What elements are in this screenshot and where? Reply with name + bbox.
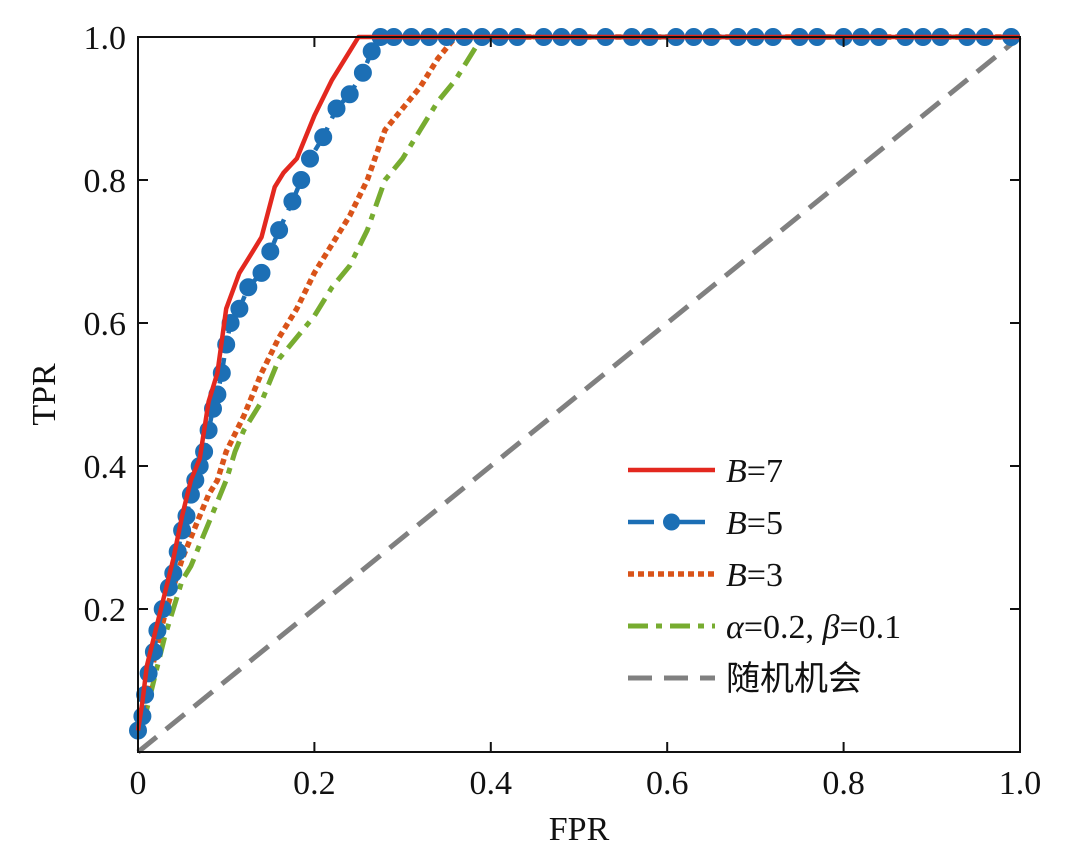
x-tick-label: 0.4: [470, 765, 513, 802]
series-marker-1-28: [292, 171, 311, 189]
y-axis: 0.2 0.4 0.6 0.8 1.0: [84, 20, 1020, 629]
series-marker-1-33: [353, 63, 372, 82]
x-tick-label: 0.2: [293, 765, 336, 802]
series-marker-1-25: [261, 242, 280, 261]
series-marker-1-34: [362, 42, 381, 61]
legend-label-4: 随机机会: [726, 660, 862, 698]
series-marker-1-30: [314, 128, 333, 147]
x-tick-label: 1.0: [999, 765, 1042, 802]
x-tick-label: 0: [130, 765, 147, 802]
x-tick-label: 0.6: [646, 765, 689, 802]
legend-label-2: B=3: [726, 557, 783, 594]
y-tick-label: 1.0: [84, 20, 127, 57]
x-axis-title: FPR: [549, 811, 610, 848]
legend: B=7 B=5 B=3 α=0.2, β=0.1 随机机会: [628, 453, 901, 698]
y-tick-label: 0.6: [84, 306, 127, 343]
series-marker-1-24: [252, 263, 271, 282]
y-tick-label: 0.2: [84, 592, 127, 629]
x-tick-label: 0.8: [822, 765, 865, 802]
legend-label-3: α=0.2, β=0.1: [726, 609, 901, 646]
series-marker-1-27: [283, 192, 302, 211]
legend-label-0: B=7: [726, 453, 783, 490]
x-axis: 0 0.2 0.4 0.6 0.8 1.0: [130, 37, 1042, 802]
series-marker-1-22: [230, 299, 249, 318]
series-line-4: [136, 35, 1022, 754]
plot-frame: [137, 36, 1021, 753]
series-marker-1-31: [327, 99, 346, 118]
series-marker-1-32: [340, 85, 359, 104]
series-line-3: [135, 34, 1020, 739]
y-axis-title: TPR: [26, 363, 63, 426]
legend-marker-1: [663, 513, 680, 531]
series-marker-1-29: [301, 149, 319, 168]
series-marker-1-26: [270, 221, 289, 240]
y-tick-label: 0.4: [84, 449, 127, 486]
y-tick-label: 0.8: [84, 163, 127, 200]
series-line-0: [135, 34, 1020, 731]
legend-label-1: B=5: [726, 505, 783, 542]
series-marker-1-23: [239, 278, 258, 297]
